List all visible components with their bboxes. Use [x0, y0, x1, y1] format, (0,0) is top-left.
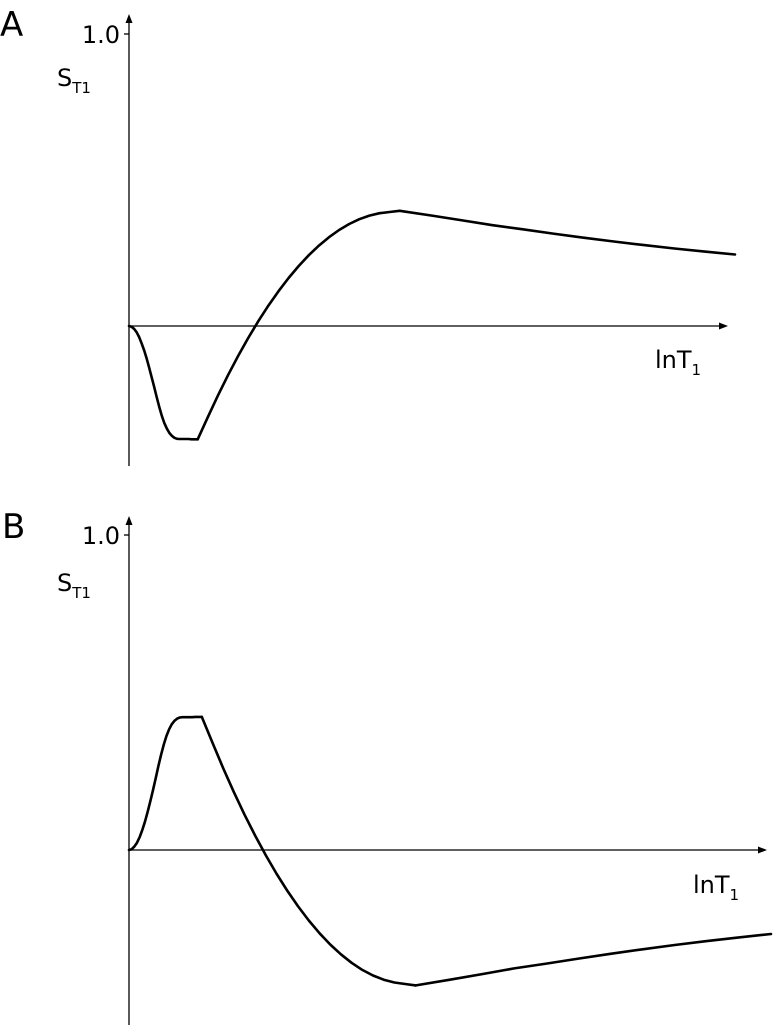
- panel-a-curve-segment-3: [398, 209, 737, 256]
- panel-b-xlabel-main: lnT: [693, 871, 730, 899]
- panel-b-curve-segment-1: [127, 715, 204, 852]
- panel-b-y-axis-arrow: [125, 516, 133, 525]
- panel-b-curve: [127, 715, 773, 987]
- panel-a-xlabel-sub: 1: [692, 361, 702, 379]
- panel-a-ytick-label: 1.0: [82, 21, 120, 49]
- panel-b-ylabel: ST1: [57, 569, 91, 602]
- panel-a-label: A: [0, 5, 23, 45]
- panel-b-curve-segment-3: [414, 932, 773, 987]
- panel-a-ylabel-sub: T1: [71, 79, 91, 97]
- panel-b-x-axis-arrow: [758, 846, 767, 854]
- panel-a-y-axis-arrow: [125, 14, 133, 23]
- panel-a-ylabel: ST1: [57, 64, 91, 97]
- panel-a-ylabel-main: S: [57, 64, 72, 92]
- panel-b-xlabel-sub: 1: [730, 886, 740, 904]
- panel-a-curve-segment-2: [196, 209, 402, 441]
- panel-b-ylabel-main: S: [57, 569, 72, 597]
- panel-b-curve-segment-2: [200, 715, 418, 987]
- panel-a-xlabel-main: lnT: [655, 346, 692, 374]
- panel-a-curve: [127, 209, 737, 441]
- panel-b-ytick-label: 1.0: [82, 522, 120, 550]
- panel-b-xlabel: lnT1: [693, 871, 739, 904]
- panel-b-label: B: [2, 507, 25, 547]
- panel-a: A 1.0 ST1 lnT1: [0, 5, 737, 466]
- panel-a-curve-segment-1: [127, 324, 199, 441]
- panel-a-x-axis-arrow: [719, 322, 728, 330]
- panel-a-xlabel: lnT1: [655, 346, 701, 379]
- panel-b: B 1.0 ST1 lnT1: [2, 507, 773, 1025]
- panel-b-ylabel-sub: T1: [71, 584, 91, 602]
